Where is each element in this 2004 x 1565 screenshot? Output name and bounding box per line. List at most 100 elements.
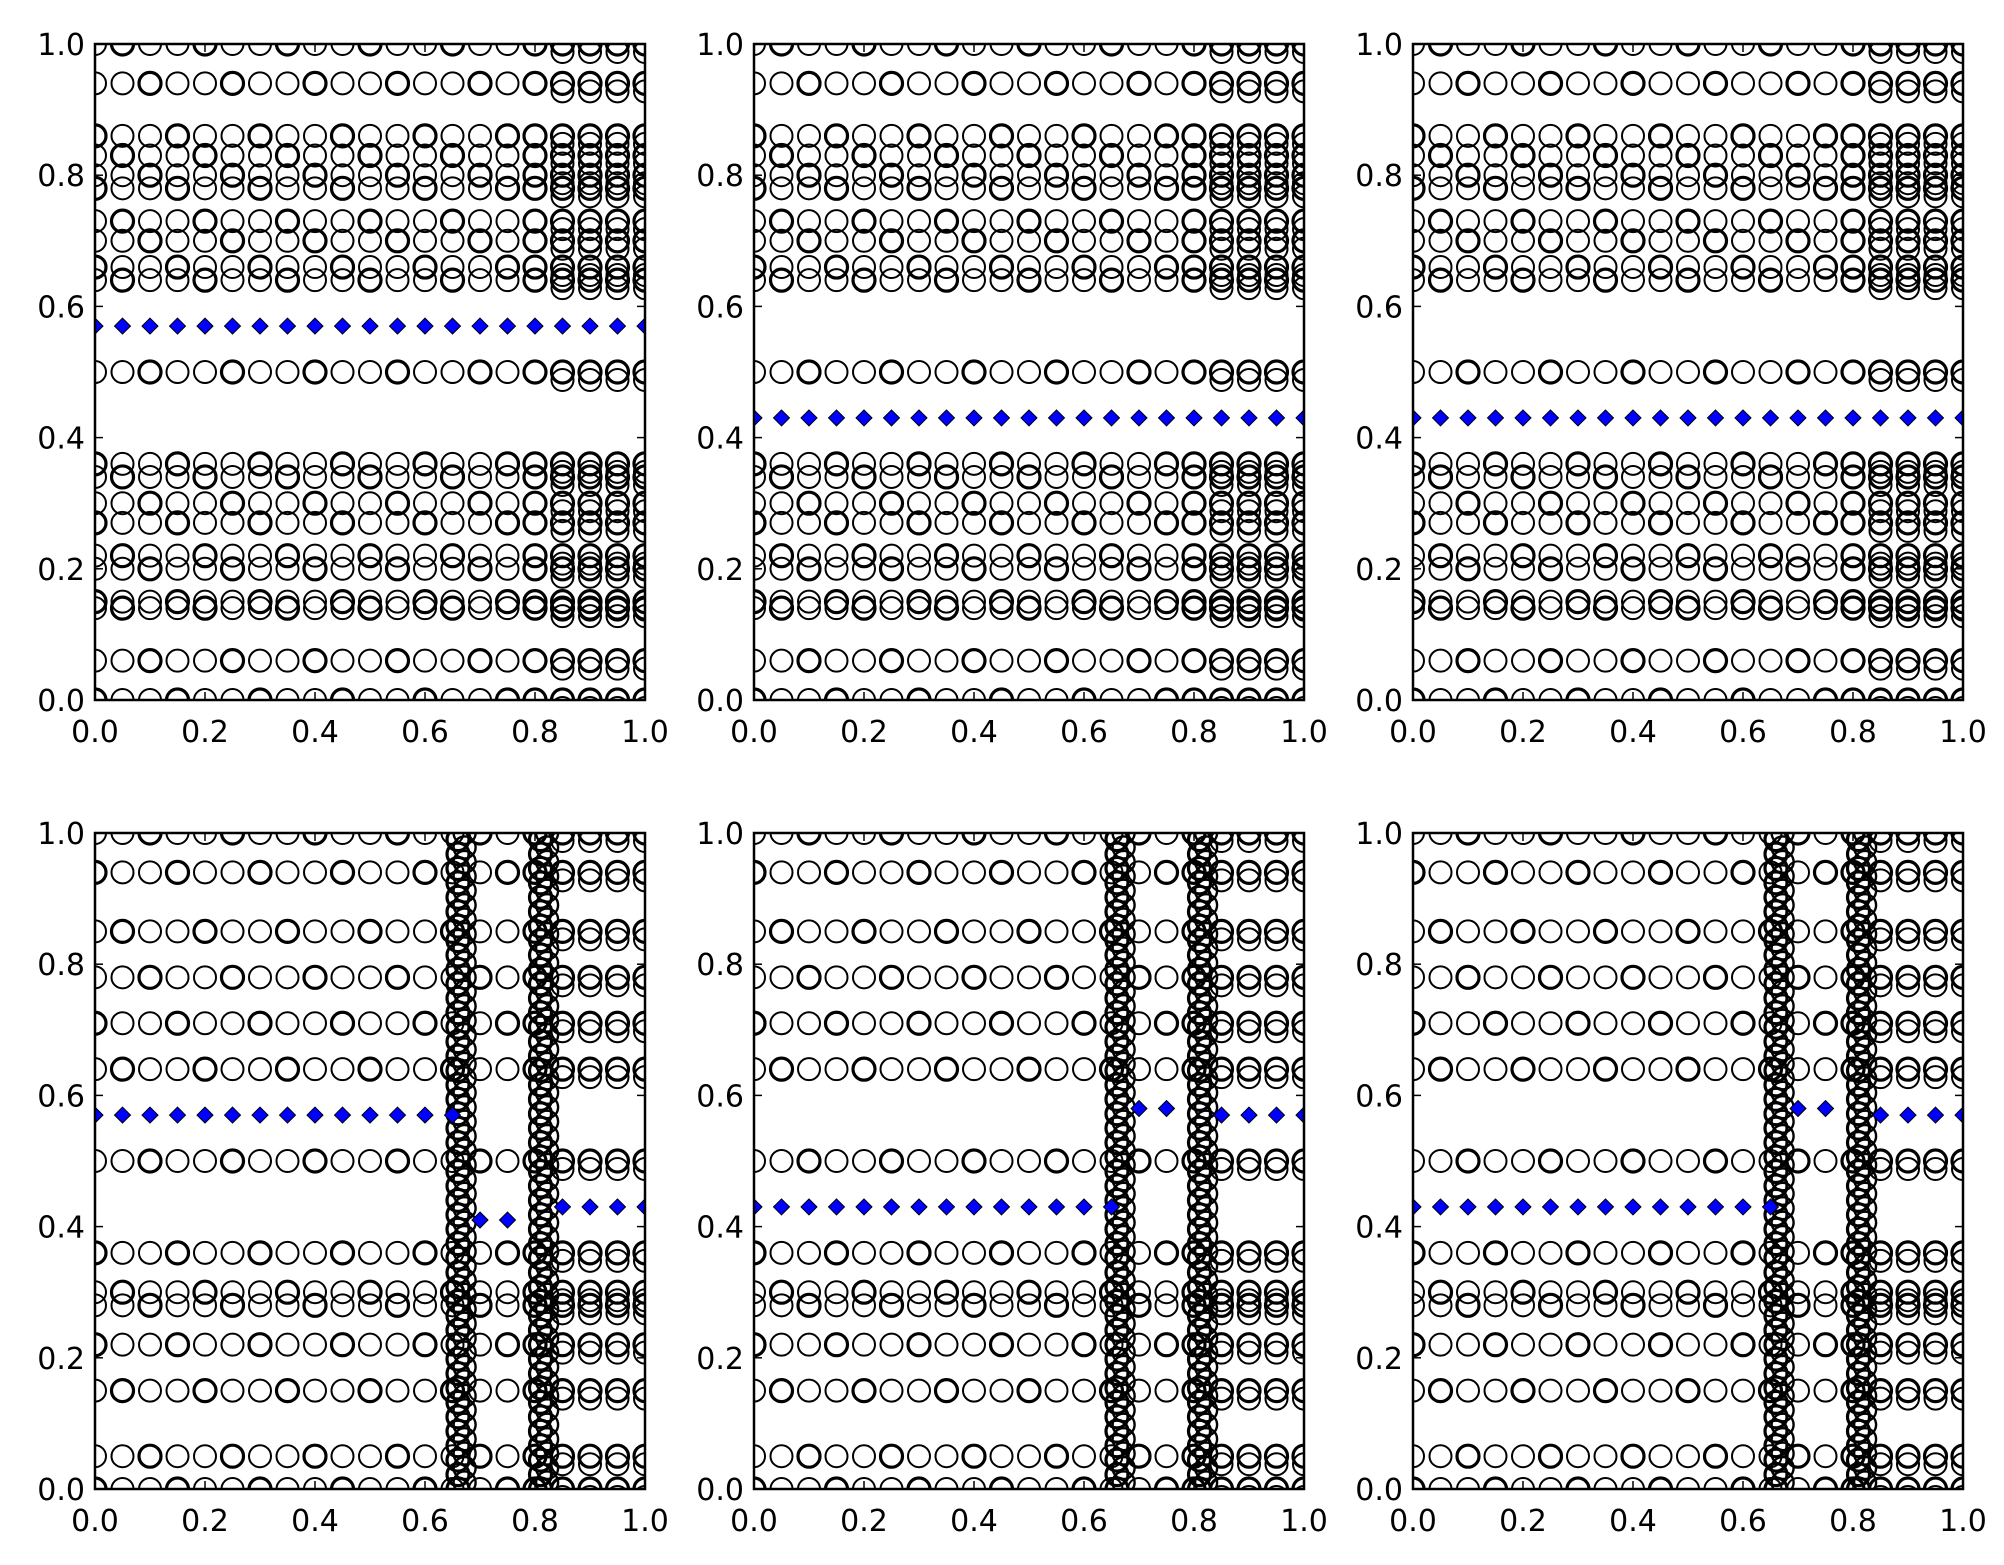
data-point-circle bbox=[1017, 1149, 1041, 1173]
data-point-circle bbox=[1676, 1240, 1700, 1265]
data-point-circle bbox=[452, 1369, 477, 1394]
data-point-circle bbox=[1292, 499, 1304, 524]
data-point-circle bbox=[1852, 1210, 1878, 1235]
data-point-circle bbox=[1237, 1452, 1261, 1477]
data-point-circle bbox=[534, 1426, 560, 1452]
data-point-circle bbox=[1291, 162, 1304, 188]
data-point-circle bbox=[852, 965, 876, 990]
data-point-circle bbox=[440, 255, 465, 280]
data-point-circle bbox=[1482, 1476, 1509, 1489]
data-point-circle bbox=[1181, 556, 1207, 582]
data-point-circle bbox=[1292, 151, 1304, 176]
data-point-circle bbox=[1263, 1476, 1290, 1489]
data-point-circle bbox=[550, 656, 575, 681]
data-point-circle bbox=[1291, 964, 1304, 990]
data-point-circle bbox=[357, 595, 383, 621]
data-point-circle bbox=[1593, 688, 1618, 700]
data-point-circle bbox=[1044, 464, 1069, 489]
data-point-circle bbox=[1621, 255, 1645, 280]
data-point-circle bbox=[1237, 551, 1261, 576]
data-point-circle bbox=[1922, 228, 1949, 254]
data-point-circle bbox=[303, 123, 327, 148]
data-point-circle bbox=[1731, 360, 1755, 384]
data-point-circle bbox=[467, 833, 493, 846]
data-point-circle bbox=[534, 1282, 560, 1308]
data-point-diamond bbox=[1130, 1099, 1148, 1118]
data-point-circle bbox=[193, 648, 217, 673]
data-point-circle bbox=[1111, 1022, 1136, 1048]
data-point-circle bbox=[1428, 1293, 1453, 1318]
data-point-circle bbox=[549, 70, 576, 96]
data-point-circle bbox=[823, 123, 850, 149]
data-point-diamond bbox=[1899, 1106, 1917, 1124]
data-point-circle bbox=[1413, 919, 1425, 944]
data-point-circle bbox=[1511, 451, 1535, 476]
data-point-circle bbox=[1565, 123, 1591, 149]
data-point-circle bbox=[1538, 209, 1563, 234]
data-point-circle bbox=[165, 1149, 190, 1173]
data-point-circle bbox=[1428, 1444, 1453, 1469]
data-point-circle bbox=[769, 1332, 794, 1357]
data-point-circle bbox=[1922, 175, 1949, 201]
data-point-circle bbox=[220, 44, 245, 56]
data-point-circle bbox=[1111, 1369, 1136, 1394]
data-point-circle bbox=[797, 143, 821, 168]
data-point-circle bbox=[1237, 1288, 1261, 1313]
data-point-circle bbox=[1428, 648, 1453, 673]
data-point-circle bbox=[1043, 556, 1070, 582]
data-point-circle bbox=[413, 833, 437, 845]
data-point-circle bbox=[1237, 833, 1261, 853]
data-point-circle bbox=[1413, 268, 1425, 293]
data-point-circle bbox=[534, 1066, 560, 1091]
data-point-circle bbox=[1455, 162, 1481, 188]
data-point-circle bbox=[1098, 595, 1125, 621]
data-point-circle bbox=[1852, 1455, 1878, 1481]
data-point-circle bbox=[1785, 833, 1811, 846]
data-point-circle bbox=[550, 79, 575, 104]
data-point-circle bbox=[192, 918, 218, 945]
data-point-circle bbox=[851, 1279, 877, 1305]
data-point-circle bbox=[878, 964, 905, 990]
data-point-circle bbox=[1126, 1292, 1152, 1318]
data-point-circle bbox=[962, 44, 986, 56]
data-point-circle bbox=[1292, 518, 1304, 543]
data-point-diamond bbox=[1734, 1198, 1752, 1216]
data-point-circle bbox=[1867, 510, 1894, 536]
data-point-circle bbox=[1510, 208, 1536, 234]
data-point-circle bbox=[1621, 1240, 1645, 1265]
data-point-diamond bbox=[306, 317, 324, 335]
x-tick-label: 0.2 bbox=[1499, 715, 1547, 750]
data-point-circle bbox=[1193, 1037, 1219, 1062]
data-point-circle bbox=[219, 359, 246, 385]
data-point-circle bbox=[329, 254, 356, 280]
data-point-circle bbox=[851, 464, 877, 490]
data-point-diamond bbox=[1679, 409, 1697, 427]
data-point-circle bbox=[1786, 44, 1810, 56]
data-point-circle bbox=[1922, 490, 1949, 516]
data-point-circle bbox=[1267, 696, 1286, 700]
data-point-circle bbox=[439, 464, 466, 490]
data-point-circle bbox=[988, 1332, 1015, 1358]
data-point-circle bbox=[275, 556, 300, 581]
data-point-circle bbox=[1127, 451, 1151, 476]
data-point-circle bbox=[1455, 964, 1481, 990]
data-point-circle bbox=[1923, 171, 1948, 196]
data-point-circle bbox=[1237, 131, 1261, 156]
data-point-circle bbox=[754, 648, 766, 673]
data-point-circle bbox=[1867, 267, 1894, 293]
data-point-circle bbox=[138, 143, 162, 168]
data-point-circle bbox=[1950, 490, 1963, 516]
data-point-circle bbox=[549, 123, 576, 149]
data-point-circle bbox=[1566, 268, 1590, 293]
data-point-circle bbox=[824, 1293, 849, 1318]
data-point-circle bbox=[1730, 254, 1756, 280]
data-point-circle bbox=[137, 162, 163, 188]
data-point-circle bbox=[989, 556, 1014, 581]
data-point-circle bbox=[550, 171, 575, 196]
data-point-circle bbox=[1428, 556, 1453, 581]
data-point-circle bbox=[578, 131, 602, 156]
data-point-circle bbox=[1621, 1280, 1645, 1305]
data-point-circle bbox=[632, 543, 645, 569]
data-point-diamond bbox=[498, 1211, 517, 1229]
data-point-circle bbox=[358, 255, 382, 280]
